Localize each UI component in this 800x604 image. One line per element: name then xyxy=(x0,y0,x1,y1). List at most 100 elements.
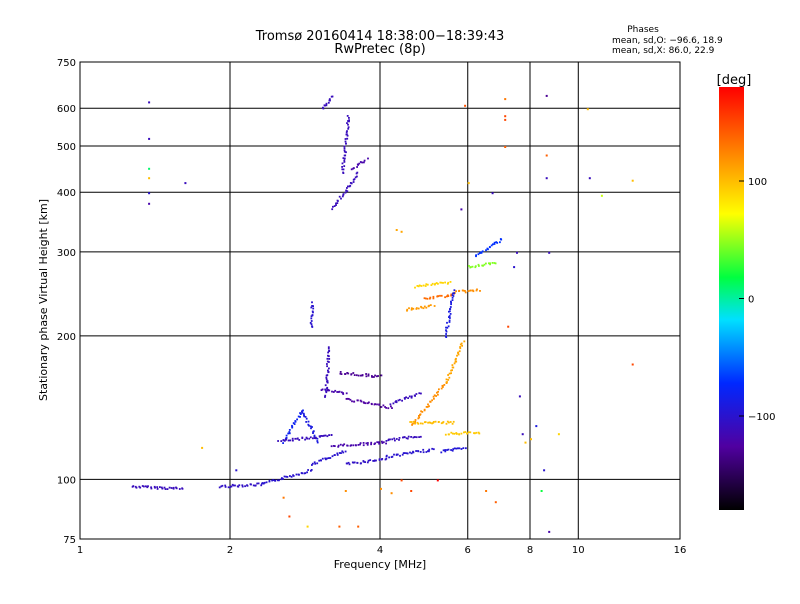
data-point xyxy=(518,395,521,398)
data-point xyxy=(469,266,472,268)
data-point xyxy=(347,120,349,122)
data-point xyxy=(345,151,347,154)
data-point xyxy=(406,308,409,311)
data-point xyxy=(294,437,297,440)
y-tick-label: 400 xyxy=(57,188,76,199)
data-point xyxy=(530,438,532,441)
data-point xyxy=(370,443,372,446)
data-point xyxy=(330,434,333,436)
data-point xyxy=(440,422,443,425)
data-point xyxy=(475,254,477,257)
data-point xyxy=(321,457,324,460)
data-point xyxy=(439,281,442,284)
data-point xyxy=(302,409,304,412)
data-point xyxy=(376,375,378,378)
data-point xyxy=(423,408,426,411)
data-point xyxy=(148,192,151,195)
data-point xyxy=(310,306,313,309)
data-point xyxy=(331,390,333,393)
data-point xyxy=(287,439,290,442)
data-point xyxy=(524,441,527,444)
data-point xyxy=(352,461,355,464)
data-point xyxy=(148,202,151,205)
data-point xyxy=(418,392,421,395)
data-point xyxy=(146,486,149,489)
data-point xyxy=(381,442,384,444)
data-point xyxy=(339,371,342,373)
x-tick-label: 16 xyxy=(674,545,687,556)
data-point xyxy=(442,449,445,452)
data-point xyxy=(469,431,472,434)
data-point xyxy=(471,265,474,268)
data-point xyxy=(412,307,415,310)
data-point xyxy=(352,372,355,374)
data-point xyxy=(459,346,461,348)
data-point xyxy=(432,295,435,298)
data-point xyxy=(444,296,446,299)
data-point xyxy=(419,435,422,438)
data-point xyxy=(311,310,314,313)
data-point xyxy=(303,415,306,418)
data-point xyxy=(404,397,406,400)
data-point xyxy=(367,374,370,377)
data-point xyxy=(586,108,589,111)
data-point xyxy=(343,147,346,150)
data-point xyxy=(390,405,392,408)
data-point xyxy=(374,403,376,405)
data-point xyxy=(478,265,480,267)
data-point xyxy=(392,402,395,405)
data-point xyxy=(172,486,175,489)
data-point xyxy=(450,303,452,306)
data-point xyxy=(299,416,301,418)
data-point xyxy=(483,263,486,266)
data-point xyxy=(280,440,283,442)
data-point xyxy=(343,150,346,153)
data-point xyxy=(485,262,487,265)
data-point xyxy=(426,283,429,286)
data-point xyxy=(308,437,311,440)
data-point xyxy=(342,171,344,174)
data-point xyxy=(397,399,400,402)
data-point xyxy=(292,475,295,477)
data-point xyxy=(448,310,450,313)
x-axis-ticks: 1 2 4 6 8 10 16 xyxy=(77,545,687,556)
data-point xyxy=(418,284,421,287)
data-point xyxy=(411,423,414,425)
data-point xyxy=(450,431,453,434)
data-point xyxy=(444,449,447,451)
data-point xyxy=(428,448,431,451)
data-point xyxy=(294,420,297,422)
data-point xyxy=(485,490,488,492)
data-point xyxy=(324,434,327,437)
data-point xyxy=(362,401,365,404)
data-point xyxy=(282,496,285,499)
data-point xyxy=(419,413,422,416)
data-point xyxy=(311,462,314,465)
data-point xyxy=(388,456,390,459)
data-point xyxy=(600,194,603,197)
data-point xyxy=(424,297,427,300)
data-point xyxy=(368,401,370,404)
data-point xyxy=(296,437,299,440)
data-point xyxy=(289,439,292,442)
data-point xyxy=(350,168,353,171)
data-point xyxy=(369,459,372,461)
data-point xyxy=(178,488,181,490)
data-point xyxy=(161,487,164,490)
data-point xyxy=(412,451,415,454)
data-point xyxy=(458,447,461,450)
data-point xyxy=(458,433,460,435)
data-point xyxy=(447,448,450,451)
data-point xyxy=(423,297,426,300)
data-point xyxy=(356,175,358,178)
data-point xyxy=(353,178,356,180)
data-point xyxy=(150,486,152,489)
data-point xyxy=(462,289,465,292)
phases-x-stats: mean, sd,X: 86.0, 22.9 xyxy=(612,46,715,56)
data-point xyxy=(543,469,546,472)
data-point xyxy=(296,418,298,421)
data-point xyxy=(332,445,335,447)
data-point xyxy=(299,412,301,414)
data-point xyxy=(378,404,381,406)
data-point xyxy=(472,290,475,293)
